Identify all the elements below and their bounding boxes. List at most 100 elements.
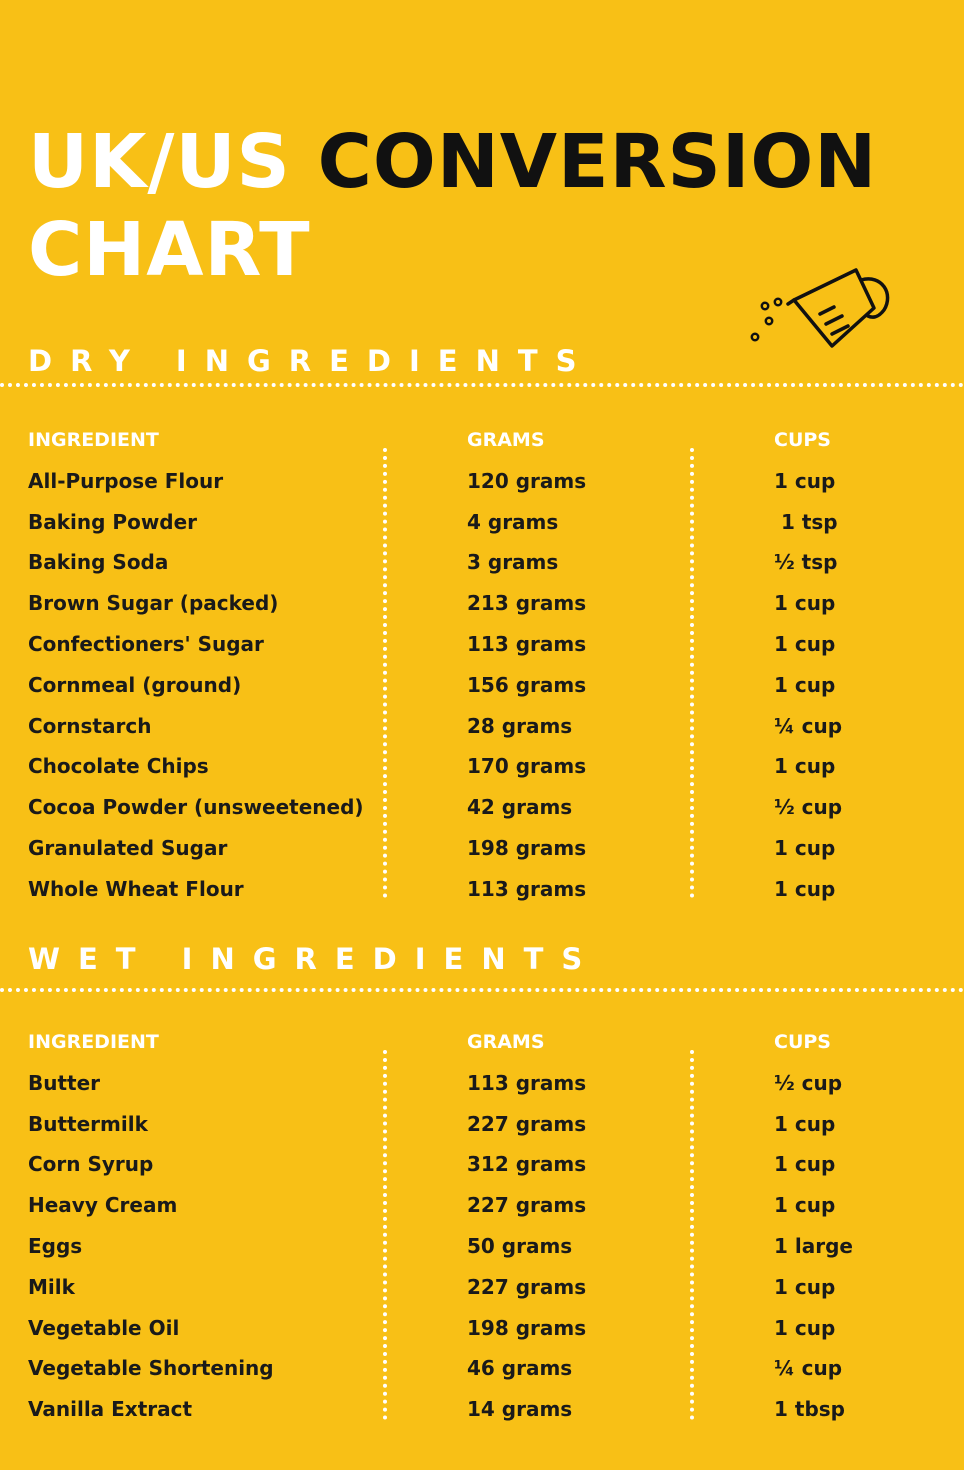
cups-column-header: CUPS — [774, 429, 831, 451]
grams-cell: 198 grams — [467, 835, 587, 860]
ingredient-cell: Granulated Sugar — [28, 835, 228, 860]
ingredient-column-header: INGREDIENT — [28, 1031, 159, 1053]
grams-column-header: GRAMS — [467, 429, 545, 451]
grams-cell: 120 grams — [467, 468, 587, 493]
cups-cell: ¼ cup — [774, 1356, 843, 1381]
dry-column-divider-1 — [383, 448, 387, 898]
wet-section-divider — [0, 988, 964, 992]
title-part-conversion: CONVERSION — [317, 119, 878, 205]
cups-cell: 1 cup — [774, 672, 836, 697]
ingredient-cell: Corn Syrup — [28, 1152, 154, 1177]
grams-cell: 42 grams — [467, 795, 573, 820]
table-row: Butter 113 grams ½ cup — [0, 1071, 964, 1112]
title-part-uk-us: UK/US — [28, 119, 291, 205]
ingredient-cell: Heavy Cream — [28, 1193, 178, 1218]
grams-column-header: GRAMS — [467, 1031, 545, 1053]
grams-cell: 28 grams — [467, 713, 573, 738]
cups-cell: 1 cup — [774, 754, 836, 779]
ingredient-cell: Vanilla Extract — [28, 1397, 193, 1422]
wet-ingredients-heading: WET INGREDIENTS — [28, 942, 601, 976]
ingredient-cell: Buttermilk — [28, 1111, 148, 1136]
cups-cell: 1 cup — [774, 631, 836, 656]
ingredient-cell: All-Purpose Flour — [28, 468, 224, 493]
table-row: Cornstarch 28 grams ¼ cup — [0, 714, 964, 755]
cups-cell: 1 cup — [774, 468, 836, 493]
table-row: Baking Soda 3 grams ½ tsp — [0, 550, 964, 591]
table-row: Vegetable Shortening 46 grams ¼ cup — [0, 1356, 964, 1397]
table-row: Chocolate Chips 170 grams 1 cup — [0, 754, 964, 795]
grams-cell: 227 grams — [467, 1111, 587, 1136]
measuring-cup-icon — [750, 268, 890, 348]
cups-cell: 1 cup — [774, 1152, 836, 1177]
grams-cell: 170 grams — [467, 754, 587, 779]
ingredient-column-header: INGREDIENT — [28, 429, 159, 451]
table-row: Brown Sugar (packed) 213 grams 1 cup — [0, 591, 964, 632]
page-title: UK/US CONVERSION CHART — [28, 118, 877, 294]
ingredient-cell: Eggs — [28, 1233, 83, 1258]
cups-cell: 1 cup — [774, 1315, 836, 1340]
cups-cell: ¼ cup — [774, 713, 843, 738]
table-row: All-Purpose Flour 120 grams 1 cup — [0, 469, 964, 510]
table-row: Whole Wheat Flour 113 grams 1 cup — [0, 877, 964, 918]
wet-table-header: INGREDIENT GRAMS CUPS — [0, 1030, 964, 1071]
title-part-chart: CHART — [28, 207, 311, 293]
cups-column-header: CUPS — [774, 1031, 831, 1053]
ingredient-cell: Cornstarch — [28, 713, 152, 738]
ingredient-cell: Butter — [28, 1070, 101, 1095]
table-row: Vegetable Oil 198 grams 1 cup — [0, 1316, 964, 1357]
table-row: Eggs 50 grams 1 large — [0, 1234, 964, 1275]
dry-ingredients-heading: DRY INGREDIENTS — [28, 344, 595, 378]
dry-table-header: INGREDIENT GRAMS CUPS — [0, 428, 964, 469]
table-row: Cocoa Powder (unsweetened) 42 grams ½ cup — [0, 795, 964, 836]
table-row: Baking Powder 4 grams 1 tsp — [0, 510, 964, 551]
grams-cell: 113 grams — [467, 876, 587, 901]
dry-section-divider — [0, 383, 964, 387]
grams-cell: 14 grams — [467, 1397, 573, 1422]
grams-cell: 156 grams — [467, 672, 587, 697]
table-row: Vanilla Extract 14 grams 1 tbsp — [0, 1397, 964, 1438]
grams-cell: 4 grams — [467, 509, 559, 534]
dry-ingredients-table: INGREDIENT GRAMS CUPS All-Purpose Flour 1… — [0, 428, 964, 918]
grams-cell: 198 grams — [467, 1315, 587, 1340]
grams-cell: 46 grams — [467, 1356, 573, 1381]
grams-cell: 227 grams — [467, 1274, 587, 1299]
grams-cell: 227 grams — [467, 1193, 587, 1218]
grams-cell: 3 grams — [467, 550, 559, 575]
cups-cell: 1 tsp — [774, 509, 838, 534]
ingredient-cell: Vegetable Oil — [28, 1315, 180, 1340]
ingredient-cell: Chocolate Chips — [28, 754, 209, 779]
table-row: Confectioners' Sugar 113 grams 1 cup — [0, 632, 964, 673]
ingredient-cell: Brown Sugar (packed) — [28, 591, 279, 616]
cups-cell: 1 cup — [774, 591, 836, 616]
cups-cell: ½ cup — [774, 1070, 843, 1095]
dry-column-divider-2 — [690, 448, 694, 898]
ingredient-cell: Confectioners' Sugar — [28, 631, 264, 656]
table-row: Buttermilk 227 grams 1 cup — [0, 1112, 964, 1153]
ingredient-cell: Baking Soda — [28, 550, 169, 575]
cups-cell: ½ tsp — [774, 550, 838, 575]
cups-cell: 1 cup — [774, 1193, 836, 1218]
ingredient-cell: Baking Powder — [28, 509, 198, 534]
wet-column-divider-1 — [383, 1050, 387, 1420]
table-row: Heavy Cream 227 grams 1 cup — [0, 1193, 964, 1234]
table-row: Granulated Sugar 198 grams 1 cup — [0, 836, 964, 877]
wet-column-divider-2 — [690, 1050, 694, 1420]
grams-cell: 50 grams — [467, 1233, 573, 1258]
ingredient-cell: Cornmeal (ground) — [28, 672, 242, 697]
cups-cell: 1 cup — [774, 876, 836, 901]
ingredient-cell: Whole Wheat Flour — [28, 876, 244, 901]
cups-cell: 1 cup — [774, 835, 836, 860]
cups-cell: 1 large — [774, 1233, 853, 1258]
ingredient-cell: Cocoa Powder (unsweetened) — [28, 795, 364, 820]
ingredient-cell: Vegetable Shortening — [28, 1356, 274, 1381]
cups-cell: 1 cup — [774, 1274, 836, 1299]
grams-cell: 113 grams — [467, 631, 587, 656]
grams-cell: 213 grams — [467, 591, 587, 616]
wet-ingredients-table: INGREDIENT GRAMS CUPS Butter 113 grams ½ c… — [0, 1030, 964, 1438]
table-row: Cornmeal (ground) 156 grams 1 cup — [0, 673, 964, 714]
grams-cell: 113 grams — [467, 1070, 587, 1095]
cups-cell: 1 cup — [774, 1111, 836, 1136]
cups-cell: 1 tbsp — [774, 1397, 845, 1422]
table-row: Corn Syrup 312 grams 1 cup — [0, 1152, 964, 1193]
cups-cell: ½ cup — [774, 795, 843, 820]
